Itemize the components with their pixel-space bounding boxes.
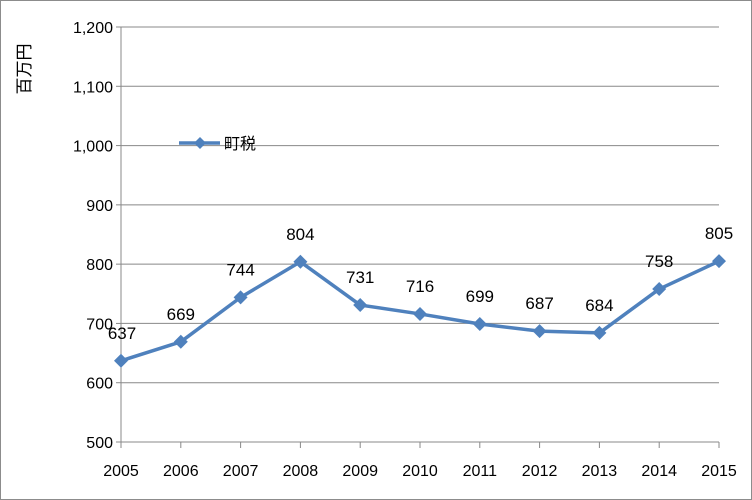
data-label: 744 (226, 260, 254, 279)
x-tick-label: 2015 (701, 463, 737, 480)
data-label: 684 (585, 296, 613, 315)
data-point-marker (114, 353, 128, 368)
legend: 町税 (179, 135, 256, 153)
x-tick-label: 2009 (342, 463, 378, 480)
data-label: 687 (525, 294, 553, 313)
data-point-marker (472, 317, 487, 332)
y-tick-label: 1,100 (73, 79, 113, 96)
legend-label-series-1: 町税 (224, 135, 256, 153)
x-tick-labels: 2005 2006 2007 2008 2009 2010 2011 2012 2013 2014… (103, 463, 737, 480)
gridlines (121, 26, 719, 384)
data-point-marker (532, 324, 547, 339)
x-tick-label: 2013 (582, 463, 618, 480)
x-tick-label: 2007 (223, 463, 259, 480)
x-tick-label: 2011 (463, 463, 498, 480)
data-label: 804 (286, 225, 314, 244)
series-layer (114, 254, 726, 368)
data-label: 758 (645, 252, 673, 271)
x-tick-label: 2014 (641, 463, 677, 480)
data-point-marker (293, 254, 308, 269)
y-tick-label: 900 (86, 198, 113, 215)
data-point-marker (712, 254, 726, 269)
y-tick-label: 500 (86, 435, 113, 452)
x-tick-label: 2012 (522, 463, 558, 480)
data-point-marker (233, 290, 248, 305)
data-label: 637 (108, 324, 136, 343)
y-tick-label: 700 (86, 316, 113, 333)
legend-diamond-marker (194, 137, 206, 149)
data-point-marker (353, 298, 368, 313)
data-label: 716 (406, 277, 434, 296)
data-label: 669 (167, 305, 195, 324)
data-point-marker (652, 282, 667, 297)
axes (116, 26, 720, 448)
data-label: 731 (346, 268, 374, 287)
y-tick-label: 1,000 (73, 139, 113, 156)
x-tick-label: 2010 (402, 463, 438, 480)
data-label: 805 (705, 224, 733, 243)
y-tick-label: 1,200 (73, 20, 113, 37)
x-tick-label: 2005 (103, 463, 139, 480)
x-tick-label: 2008 (283, 463, 319, 480)
y-tick-labels: 500 600 700 800 900 1,000 1,100 1,200 (73, 20, 113, 452)
data-point-marker (173, 334, 188, 349)
data-point-marker (592, 325, 607, 340)
data-label: 699 (466, 287, 494, 306)
data-point-marker (413, 306, 427, 321)
y-axis-title: 百万円 (15, 44, 34, 95)
x-tick-label: 2006 (163, 463, 199, 480)
data-labels: 637 669 744 804 731 716 699 687 684 758 805 (108, 224, 733, 343)
y-tick-label: 600 (86, 376, 113, 393)
y-tick-label: 800 (86, 257, 113, 274)
